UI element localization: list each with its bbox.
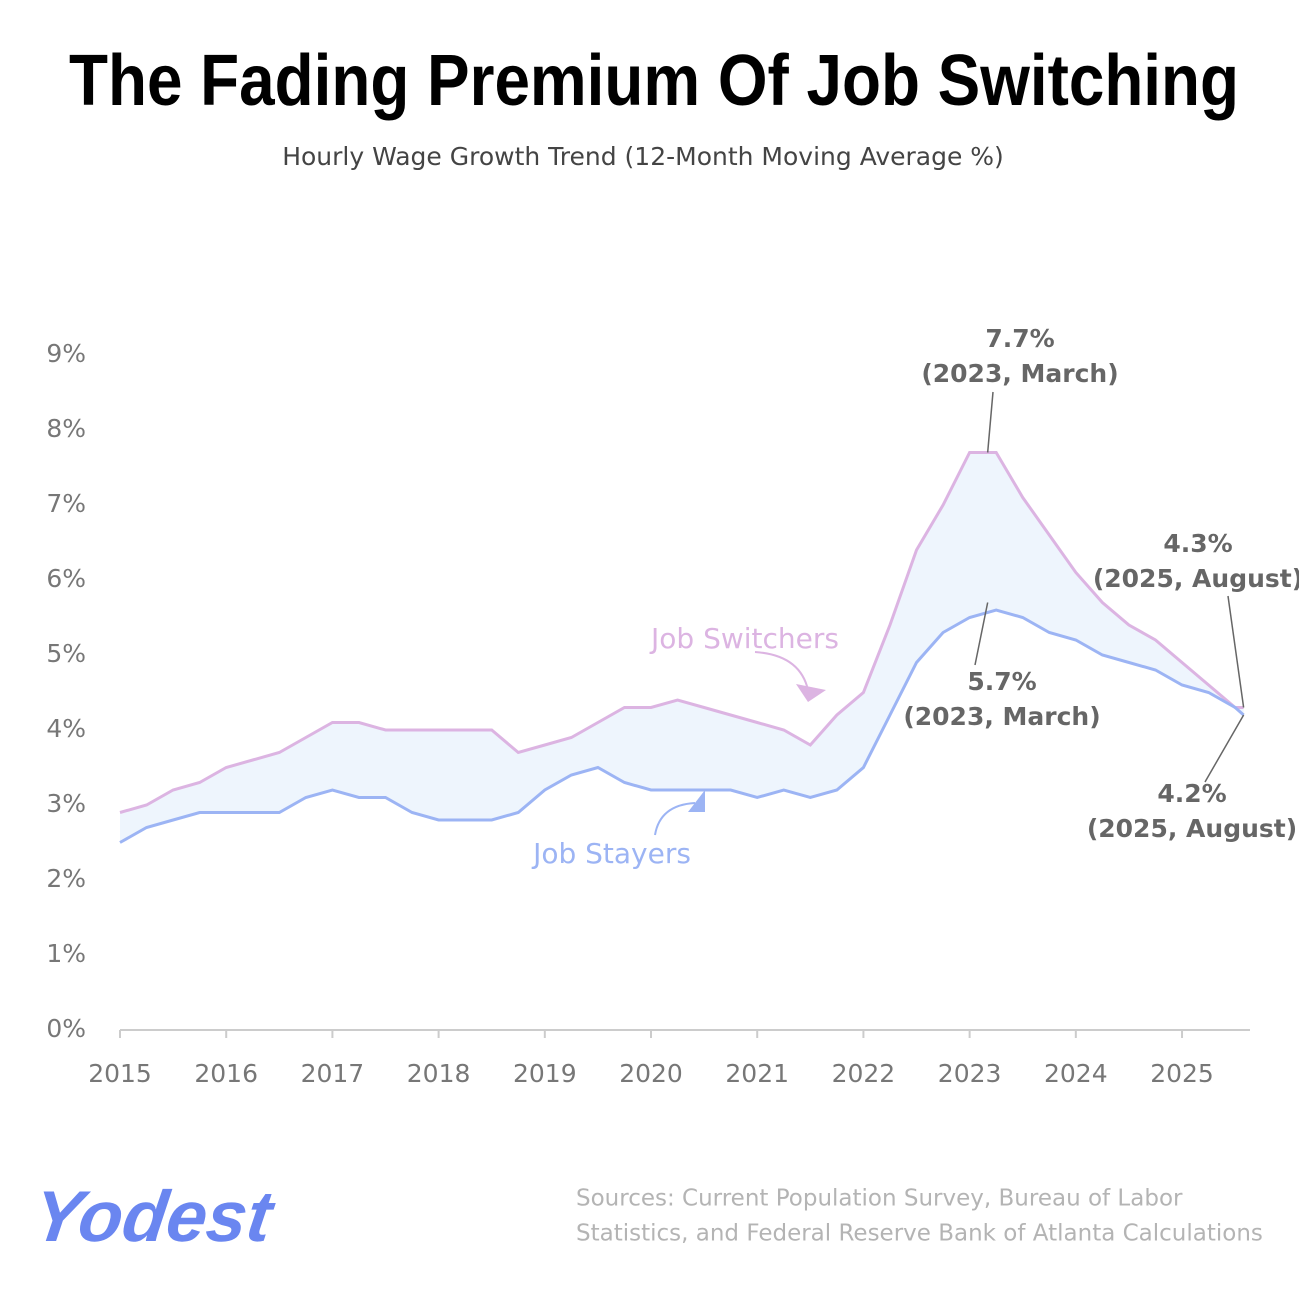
x-tick-label: 2019 [513, 1059, 577, 1088]
x-tick-label: 2024 [1044, 1059, 1108, 1088]
x-tick-label: 2022 [832, 1059, 896, 1088]
y-tick-label: 3% [46, 789, 86, 818]
y-tick-label: 8% [46, 414, 86, 443]
series-arrow [754, 651, 809, 691]
series-arrowhead [688, 790, 705, 812]
annotation-value: 4.3% [1163, 529, 1232, 558]
source-line: Sources: Current Population Survey, Bure… [576, 1186, 1183, 1212]
leader-line [1204, 714, 1245, 783]
chart-title: The Fading Premium Of Job Switching [69, 41, 1239, 121]
leader-line [1227, 595, 1245, 708]
y-tick-label: 7% [46, 489, 86, 518]
series-label: Job Switchers [649, 622, 839, 655]
x-tick-label: 2025 [1150, 1059, 1214, 1088]
series-arrowhead [796, 684, 826, 702]
x-tick-label: 2018 [407, 1059, 471, 1088]
annotation-value: 5.7% [967, 667, 1036, 696]
x-tick-label: 2020 [619, 1059, 683, 1088]
series-label: Job Stayers [531, 837, 691, 870]
leader-line [986, 391, 994, 453]
x-tick-label: 2021 [725, 1059, 789, 1088]
y-tick-label: 2% [46, 864, 86, 893]
x-tick-label: 2023 [938, 1059, 1002, 1088]
source-line: Statistics, and Federal Reserve Bank of … [576, 1221, 1263, 1247]
annotation-value: 4.2% [1157, 779, 1226, 808]
y-tick-label: 0% [46, 1014, 86, 1043]
series-line [119, 451, 1244, 814]
annotation-note: (2023, March) [903, 702, 1100, 731]
leader-line [974, 602, 989, 666]
y-tick-label: 9% [46, 339, 86, 368]
x-tick-label: 2015 [88, 1059, 152, 1088]
y-tick-label: 6% [46, 564, 86, 593]
series-arrow [654, 802, 696, 836]
y-tick-label: 5% [46, 639, 86, 668]
chart-subtitle: Hourly Wage Growth Trend (12-Month Movin… [282, 142, 1004, 171]
logo: Yodest [28, 1177, 279, 1257]
x-tick-label: 2016 [194, 1059, 258, 1088]
annotation-value: 7.7% [985, 324, 1054, 353]
annotation-note: (2025, August) [1093, 564, 1299, 593]
annotation-note: (2025, August) [1087, 814, 1297, 843]
annotation-note: (2023, March) [921, 359, 1118, 388]
series-line [119, 608, 1245, 844]
gap-area [120, 452, 1244, 843]
y-tick-label: 4% [46, 714, 86, 743]
x-tick-label: 2017 [301, 1059, 365, 1088]
y-tick-label: 1% [46, 939, 86, 968]
